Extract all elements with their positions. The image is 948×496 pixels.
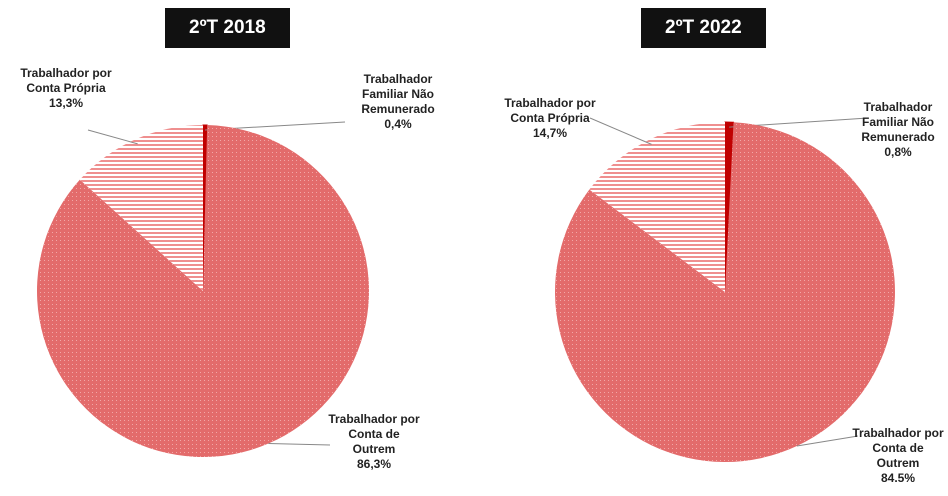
category-label: Trabalhador por Conta Própria <box>20 66 112 95</box>
pie-slice <box>724 121 735 293</box>
leader-line <box>589 117 652 145</box>
slice-label: Trabalhador por Conta Própria 14,7% <box>500 96 600 141</box>
category-label: Trabalhador Familiar Não Remunerado <box>361 72 435 116</box>
slice-label: Trabalhador por Conta de Outrem 84.5% <box>852 426 944 486</box>
category-label: Trabalhador por Conta de Outrem <box>328 412 420 456</box>
chart-title: 2ºT 2018 <box>165 8 290 48</box>
pie-slice <box>79 125 203 291</box>
value-label: 0,8% <box>884 145 912 159</box>
value-label: 0,4% <box>384 117 412 131</box>
value-label: 84.5% <box>880 471 916 485</box>
value-label: 14,7% <box>532 126 568 140</box>
category-label: Trabalhador por Conta Própria <box>504 96 596 125</box>
pie-slice <box>202 124 208 292</box>
slice-label: Trabalhador por Conta de Outrem 86,3% <box>328 412 420 472</box>
leader-line <box>268 443 331 446</box>
pie-slice <box>36 125 369 457</box>
slice-label: Trabalhador Familiar Não Remunerado 0,8% <box>848 100 948 160</box>
chart-title: 2ºT 2022 <box>641 8 766 48</box>
category-label: Trabalhador Familiar Não Remunerado <box>861 100 935 144</box>
value-label: 86,3% <box>356 457 392 471</box>
leader-line <box>87 129 138 145</box>
pie-slice <box>555 122 896 462</box>
leader-line <box>796 435 859 447</box>
value-label: 13,3% <box>48 96 84 110</box>
slice-label: Trabalhador Familiar Não Remunerado 0,4% <box>348 72 448 132</box>
category-label: Trabalhador por Conta de Outrem <box>852 426 944 470</box>
slice-label: Trabalhador por Conta Própria 13,3% <box>18 66 114 111</box>
pie-slice <box>589 122 725 292</box>
